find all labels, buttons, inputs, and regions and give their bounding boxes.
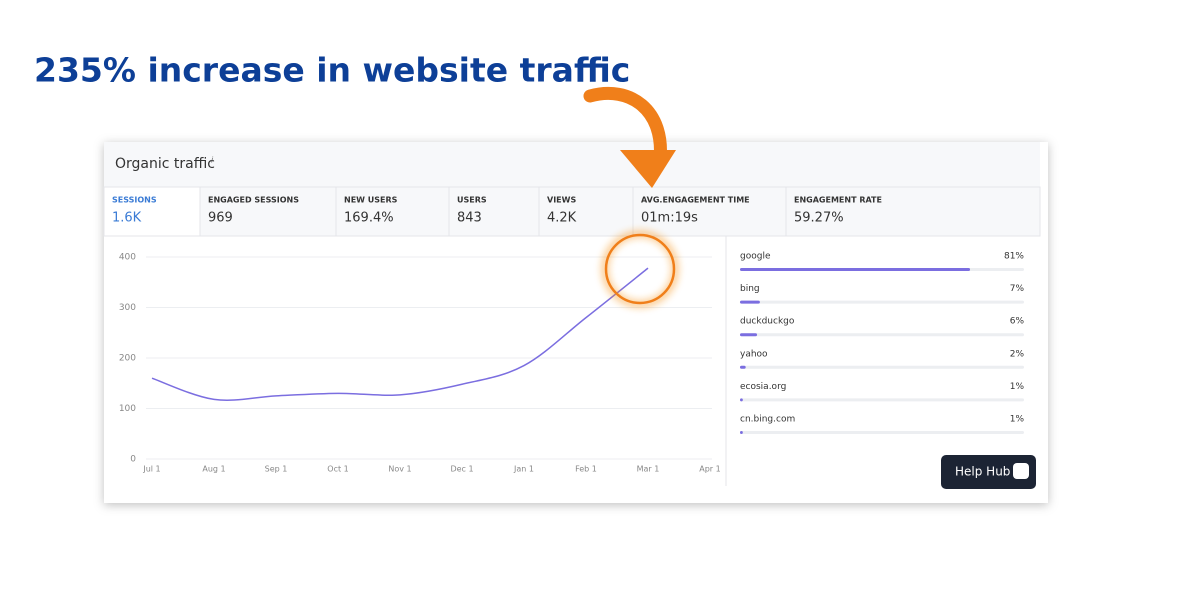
referrer-name: duckduckgo <box>740 317 795 327</box>
metric-tab[interactable]: ENGAGEMENT RATE 59.27% <box>785 186 1041 237</box>
y-tick-label: 300 <box>119 303 136 313</box>
referrer-value: 1% <box>1010 382 1025 392</box>
help-icon[interactable] <box>1013 463 1029 479</box>
metric-tab[interactable]: VIEWS 4.2K <box>538 186 634 237</box>
metric-value[interactable]: 843 <box>457 211 482 226</box>
x-tick-label: Dec 1 <box>450 465 473 474</box>
arrow-head <box>620 150 676 188</box>
bar-track <box>740 365 1024 369</box>
help-button-label[interactable]: Help Hub <box>955 465 1010 479</box>
metric-label[interactable]: NEW USERS <box>344 196 398 205</box>
metric-tab[interactable]: SESSIONS 1.6K <box>103 186 201 237</box>
metric-tab-bg[interactable] <box>448 186 540 237</box>
x-tick-label: Nov 1 <box>388 465 411 474</box>
highlight-circle <box>604 233 676 305</box>
x-tick-label: Jan 1 <box>513 465 534 474</box>
x-tick-label: Sep 1 <box>265 465 288 474</box>
y-tick-label: 200 <box>119 354 136 364</box>
y-tick-label: 100 <box>119 404 136 414</box>
referrer-value: 1% <box>1010 415 1025 425</box>
metric-tab[interactable]: NEW USERS 169.4% <box>335 186 450 237</box>
metric-tab-bg[interactable] <box>632 186 787 237</box>
bar <box>740 333 758 337</box>
line-series <box>151 267 649 401</box>
y-tick-label: 0 <box>130 455 136 465</box>
metric-label[interactable]: ENGAGEMENT RATE <box>794 196 882 205</box>
bar-track <box>740 431 1024 434</box>
metric-tab[interactable]: ENGAGED SESSIONS 969 <box>199 186 337 237</box>
bar-track <box>740 333 1024 337</box>
arrow-shaft <box>583 86 667 167</box>
metric-label[interactable]: SESSIONS <box>112 196 157 205</box>
bar-track <box>740 300 1024 304</box>
headline: 235% increase in website traffic <box>34 51 630 90</box>
metric-value[interactable]: 01m:19s <box>641 211 698 226</box>
metric-label[interactable]: ENGAGED SESSIONS <box>208 196 299 205</box>
referrer-value: 81% <box>1004 252 1024 262</box>
metric-tab-bg[interactable] <box>538 186 634 237</box>
metric-tab[interactable]: AVG.ENGAGEMENT TIME 01m:19s <box>632 186 787 237</box>
metric-value[interactable]: 1.6K <box>112 211 142 226</box>
bar <box>740 268 971 271</box>
bar <box>740 365 746 369</box>
metric-label[interactable]: USERS <box>457 196 487 205</box>
x-tick-label: Jul 1 <box>142 465 160 474</box>
x-tick-label: Apr 1 <box>699 465 720 474</box>
y-tick-label: 400 <box>119 253 136 263</box>
help-button-bg[interactable] <box>941 455 1036 489</box>
metric-tab-bg[interactable] <box>103 186 201 237</box>
metric-value[interactable]: 4.2K <box>547 211 577 226</box>
metric-label[interactable]: AVG.ENGAGEMENT TIME <box>641 196 750 205</box>
panel-title: Organic traffic <box>115 156 215 172</box>
help-button[interactable]: Help Hub <box>941 455 1036 489</box>
metric-tab[interactable]: USERS 843 <box>448 186 540 237</box>
referrer-value: 7% <box>1010 284 1025 294</box>
info-icon: i <box>211 156 214 165</box>
x-tick-label: Oct 1 <box>327 465 348 474</box>
metric-value[interactable]: 59.27% <box>794 211 844 226</box>
metric-tab-bg[interactable] <box>335 186 450 237</box>
referrer-name: yahoo <box>740 349 768 359</box>
bar <box>740 398 743 402</box>
referrer-value: 6% <box>1010 317 1025 327</box>
referrer-name: bing <box>740 284 760 294</box>
referrer-name: google <box>740 252 771 262</box>
referrer-value: 2% <box>1010 349 1025 359</box>
x-tick-label: Aug 1 <box>202 465 225 474</box>
x-tick-label: Mar 1 <box>637 465 660 474</box>
bar <box>740 300 760 304</box>
metric-tab-bg[interactable] <box>785 186 1041 237</box>
metric-value[interactable]: 969 <box>208 211 233 226</box>
x-tick-label: Feb 1 <box>575 465 597 474</box>
metric-label[interactable]: VIEWS <box>547 196 576 205</box>
referrer-name: cn.bing.com <box>740 415 795 425</box>
panel-header <box>104 142 1040 187</box>
referrer-name: ecosia.org <box>740 382 786 392</box>
bar <box>740 431 743 434</box>
bar-track <box>740 398 1024 402</box>
metric-value[interactable]: 169.4% <box>344 211 394 226</box>
